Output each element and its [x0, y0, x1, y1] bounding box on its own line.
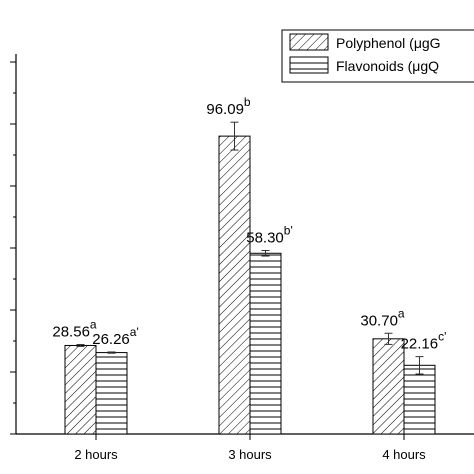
bar [403, 364, 436, 435]
data-label: 22.16c' [401, 330, 447, 353]
data-labels: 28.56a 96.09b 30.70a 26.26a' 58.30b' 22.16c' [52, 95, 446, 352]
legend-label: Flavonoids (μgQ [336, 58, 439, 74]
x-tick-label: 3 hours [228, 447, 272, 462]
bar [372, 338, 405, 435]
significance-letter: a [90, 318, 97, 332]
bar [64, 344, 97, 435]
significance-letter: b [244, 95, 251, 109]
bar [218, 135, 251, 435]
significance-letter: a [398, 306, 405, 320]
bars [64, 121, 436, 435]
significance-letter: c' [438, 330, 446, 344]
bar [249, 252, 282, 435]
data-label: 28.56a [52, 318, 97, 341]
legend-label: Polyphenol (μgG [336, 35, 441, 51]
x-tick-label: 2 hours [74, 447, 118, 462]
legend-swatch [289, 56, 329, 74]
significance-letter: b' [284, 223, 293, 237]
data-label: 30.70a [360, 306, 405, 329]
data-label: 26.26a' [92, 325, 139, 348]
legend: Polyphenol (μgG Flavonoids (μgQ [281, 29, 474, 83]
data-label: 58.30b' [246, 223, 293, 246]
x-tick-label: 4 hours [382, 447, 426, 462]
legend-swatch [289, 33, 329, 51]
data-label: 96.09b [206, 95, 251, 118]
significance-letter: a' [130, 325, 139, 339]
bar [95, 352, 128, 435]
